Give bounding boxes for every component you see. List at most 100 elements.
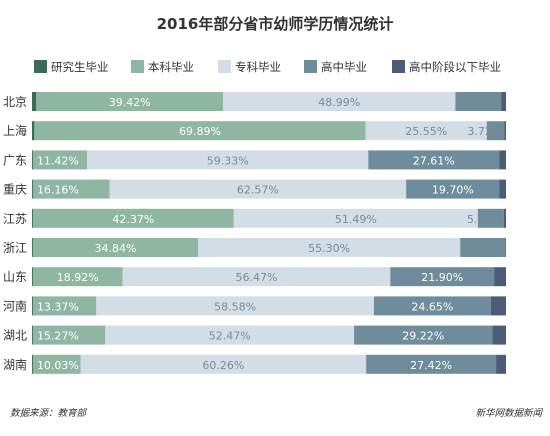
- bar-3-2: [109, 179, 407, 199]
- footer-source: 数据来源：教育部: [10, 407, 88, 419]
- value-label-0-3: 9.73%: [465, 96, 500, 109]
- bar-9-4: [496, 354, 506, 374]
- bar-1-0: [32, 121, 35, 141]
- legend-swatch-0: [34, 60, 47, 73]
- value-label-9-1: 10.03%: [37, 359, 79, 372]
- value-label-6-1: 18.92%: [57, 271, 99, 284]
- value-label-2-2: 59.33%: [207, 154, 249, 167]
- value-label-9-2: 60.26%: [202, 359, 244, 372]
- category-label-1: 上海: [3, 123, 27, 138]
- value-label-3-2: 62.57%: [237, 184, 279, 197]
- category-label-3: 重庆: [3, 183, 27, 197]
- bar-2-3: [368, 150, 500, 170]
- chart-title: 2016年部分省市幼师学历情况统计: [157, 15, 394, 33]
- value-label-0-1: 39.42%: [109, 96, 151, 109]
- value-label-3-1: 16.16%: [37, 184, 79, 197]
- bar-4-4: [503, 208, 506, 228]
- bars: 北京 39.42% 48.99% 9.73% 上海 69.89% 25.55% 3.72% 广东…: [3, 92, 506, 374]
- bar-3-0: [32, 179, 33, 199]
- footer-credit: 新华网数据新闻: [475, 407, 543, 419]
- value-label-1-1: 69.89%: [179, 125, 221, 138]
- value-label-5-2: 55.30%: [308, 242, 350, 255]
- value-label-8-3: 29.22%: [402, 330, 444, 343]
- legend-label-0: 研究生毕业: [51, 60, 109, 74]
- legend-swatch-2: [218, 60, 231, 73]
- bar-5-2: [198, 238, 461, 257]
- bar-6-2: [122, 267, 391, 287]
- legend-swatch-3: [304, 60, 317, 73]
- bar-0-1: [36, 92, 224, 111]
- bar-2-4: [499, 150, 506, 170]
- legend-swatch-1: [131, 60, 144, 73]
- bar-2-0: [32, 150, 33, 170]
- bar-3-3: [406, 179, 500, 199]
- category-label-5: 浙江: [3, 241, 27, 255]
- value-label-7-2: 58.58%: [214, 300, 256, 313]
- value-label-1-2: 25.55%: [405, 125, 447, 138]
- bar-0-3: [455, 92, 502, 111]
- value-label-6-3: 21.90%: [421, 271, 463, 284]
- bar-1-4: [504, 121, 506, 141]
- category-label-0: 北京: [3, 95, 27, 109]
- value-label-9-3: 27.42%: [410, 359, 452, 372]
- bar-1-2: [365, 121, 487, 141]
- category-label-2: 广东: [3, 153, 27, 167]
- bar-6-4: [494, 267, 506, 287]
- bar-9-2: [80, 354, 367, 374]
- legend-label-1: 本科毕业: [148, 60, 194, 74]
- legend-label-3: 高中毕业: [321, 60, 367, 74]
- bar-8-3: [354, 325, 493, 345]
- bar-7-3: [373, 296, 491, 316]
- value-label-6-2: 56.47%: [235, 271, 277, 284]
- bar-3-4: [499, 179, 506, 199]
- bar-7-0: [32, 296, 33, 316]
- legend-label-2: 专科毕业: [235, 60, 281, 74]
- value-label-5-3: 9.52%: [468, 242, 503, 255]
- value-label-4-1: 42.37%: [112, 213, 154, 226]
- bar-9-3: [366, 354, 497, 374]
- value-label-5-1: 34.84%: [95, 242, 137, 255]
- bar-6-1: [32, 267, 123, 287]
- bar-5-4: [505, 238, 506, 257]
- category-label-4: 江苏: [3, 212, 27, 226]
- category-label-6: 山东: [3, 270, 27, 284]
- value-label-4-3: 5.47%: [467, 213, 502, 226]
- value-label-8-1: 15.27%: [37, 330, 79, 343]
- bar-9-0: [32, 354, 33, 374]
- bar-4-0: [32, 208, 33, 228]
- bar-9-1: [32, 354, 81, 374]
- bar-4-2: [233, 208, 478, 228]
- bar-5-0: [32, 238, 33, 257]
- category-label-9: 湖南: [3, 357, 27, 372]
- bar-8-0: [32, 325, 33, 345]
- bar-7-4: [490, 296, 506, 316]
- bar-1-3: [486, 121, 505, 141]
- value-label-1-3: 3.72%: [467, 125, 502, 138]
- bar-5-1: [32, 238, 199, 257]
- value-label-8-2: 52.47%: [209, 330, 251, 343]
- legend-swatch-4: [392, 60, 405, 73]
- bar-8-1: [32, 325, 106, 345]
- bar-6-3: [390, 267, 495, 287]
- bar-7-2: [96, 296, 374, 316]
- value-label-7-1: 13.37%: [37, 300, 79, 313]
- value-label-2-1: 11.42%: [37, 154, 79, 167]
- category-label-8: 湖北: [3, 328, 27, 343]
- bar-5-3: [460, 238, 506, 257]
- bar-2-1: [32, 150, 88, 170]
- bar-3-1: [32, 179, 110, 199]
- value-label-4-2: 51.49%: [335, 213, 377, 226]
- value-label-7-3: 24.65%: [411, 300, 453, 313]
- bar-0-0: [32, 92, 37, 111]
- value-label-0-2: 48.99%: [318, 96, 360, 109]
- bar-0-4: [501, 92, 506, 111]
- bar-4-3: [477, 208, 504, 228]
- category-label-7: 河南: [3, 298, 27, 313]
- value-label-3-3: 19.70%: [432, 184, 474, 197]
- bar-8-2: [105, 325, 355, 345]
- bar-2-2: [87, 150, 369, 170]
- bar-8-4: [492, 325, 506, 345]
- legend-label-4: 高中阶段以下毕业: [409, 60, 501, 74]
- legend: 研究生毕业 本科毕业 专科毕业 高中毕业 高中阶段以下毕业: [34, 60, 501, 74]
